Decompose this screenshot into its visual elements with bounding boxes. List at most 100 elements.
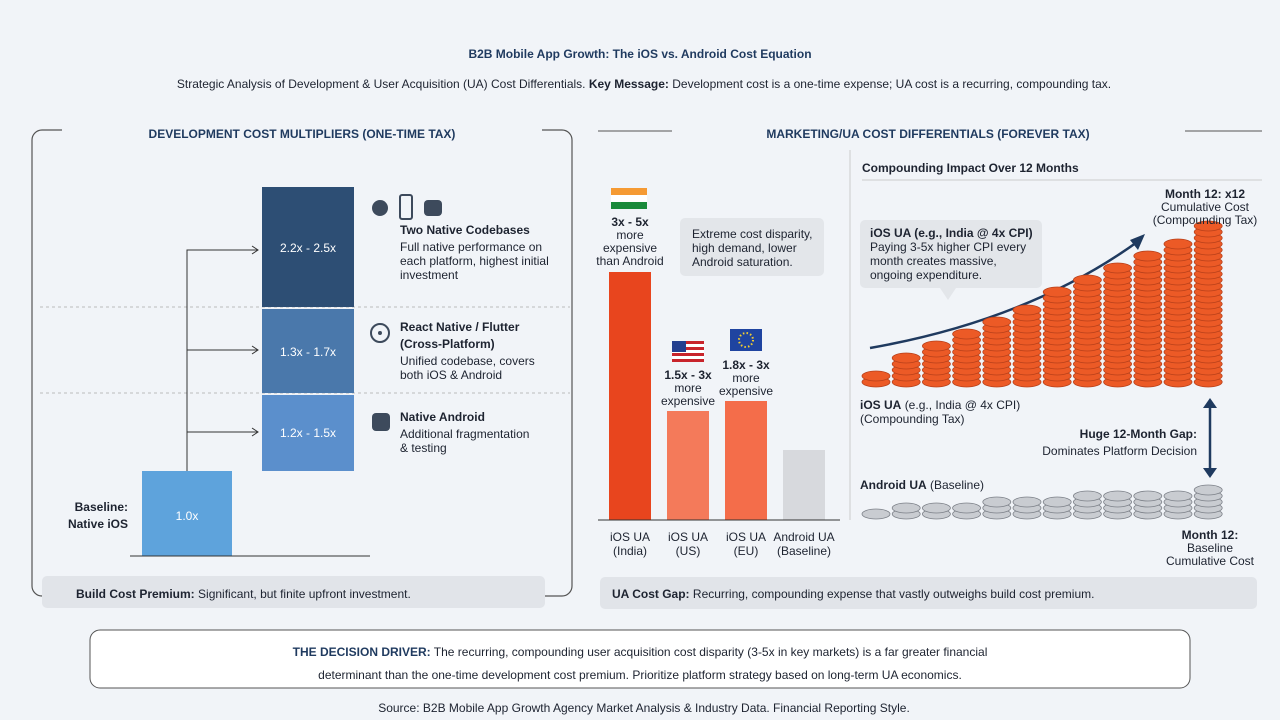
callout-text: ongoing expenditure. (870, 268, 982, 282)
baseline-bar (142, 471, 232, 556)
coin (1163, 238, 1193, 250)
text-part: THE DECISION DRIVER: (293, 645, 431, 659)
text-part: The recurring, compounding user acquisit… (434, 645, 988, 659)
coin (1042, 286, 1072, 298)
callout-text: Android saturation. (692, 255, 793, 269)
tier-bar (262, 395, 354, 471)
month-label: Cumulative Cost (1166, 554, 1255, 568)
coin (1133, 250, 1163, 262)
gap-label: Dominates Platform Decision (1042, 444, 1197, 458)
source: Source: B2B Mobile App Growth Agency Mar… (378, 701, 910, 715)
coin (891, 502, 921, 514)
month-label: Month 12: x12 (1165, 187, 1245, 201)
bar-note: expensive (603, 241, 657, 255)
decision-box (89, 629, 1191, 689)
coin (922, 340, 951, 352)
bar-note: more (674, 381, 702, 395)
callout-text: Paying 3-5x higher CPI every (870, 240, 1026, 254)
footer-box (600, 577, 1257, 609)
coin-stacks (861, 220, 1223, 520)
coin (952, 328, 981, 340)
callout-text: month creates massive, (870, 254, 997, 268)
multiplier: 1.3x - 1.7x (280, 345, 336, 359)
callout-text: iOS UA (e.g., India @ 4x CPI) (870, 226, 1033, 240)
footer-text: Build Cost Premium: Significant, but fin… (76, 587, 411, 601)
coin (1133, 490, 1163, 502)
tier-title: Native Android (400, 410, 485, 424)
text-part: Build Cost Premium: (76, 587, 195, 601)
bar-label: (Baseline) (777, 544, 831, 558)
bar-label: (EU) (734, 544, 759, 558)
bar-note: more (732, 371, 760, 385)
callout-box (680, 218, 824, 276)
coin (982, 496, 1012, 508)
coin (952, 502, 981, 514)
ua-bar (725, 401, 767, 520)
tier-title: (Cross-Platform) (400, 337, 495, 351)
bar-label: (US) (676, 544, 701, 558)
text-part: iOS UA (860, 398, 902, 412)
trend-arrow-head (1130, 234, 1145, 250)
decision-text: THE DECISION DRIVER: The recurring, comp… (293, 645, 988, 659)
icons (370, 194, 442, 431)
coin (861, 370, 891, 382)
text-part: (Baseline) (930, 478, 984, 492)
subtitle: Strategic Analysis of Development & User… (177, 77, 1111, 91)
coin (1012, 304, 1042, 316)
month-label: Month 12: (1182, 528, 1239, 542)
bar-note: expensive (719, 384, 773, 398)
bar-label: iOS UA (668, 530, 708, 544)
baseline-label: Native iOS (68, 517, 128, 531)
tier-desc: Full native performance on (400, 240, 542, 254)
text-part: (e.g., India @ 4x CPI) (905, 398, 1021, 412)
bar-note: 1.5x - 3x (664, 368, 712, 382)
multiplier: 1.0x (176, 509, 199, 523)
text-part: Recurring, compounding expense that vast… (693, 587, 1095, 601)
gap-arrow (1203, 398, 1217, 478)
bar-note: than Android (596, 254, 663, 268)
tier-title: Two Native Codebases (400, 223, 530, 237)
tier-desc: investment (400, 268, 459, 282)
ua-bar (609, 272, 651, 520)
section-title: Compounding Impact Over 12 Months (862, 161, 1079, 175)
coin (1103, 490, 1132, 502)
coin (1073, 274, 1102, 286)
text-part: UA Cost Gap: (612, 587, 690, 601)
tier-desc: both iOS & Android (400, 368, 502, 382)
bar-note: more (616, 228, 644, 242)
coin (1073, 490, 1102, 502)
decision-text: determinant than the one-time developmen… (318, 668, 962, 682)
title: B2B Mobile App Growth: The iOS vs. Andro… (468, 47, 811, 61)
bar-label: iOS UA (726, 530, 766, 544)
coin (1193, 220, 1223, 232)
text-part: Key Message: (589, 77, 669, 91)
coin (1042, 496, 1072, 508)
bar-label: (India) (613, 544, 647, 558)
coin (1193, 484, 1223, 496)
arrows (186, 245, 259, 471)
multiplier: 2.2x - 2.5x (280, 241, 336, 255)
series-label: iOS UA (e.g., India @ 4x CPI) (860, 398, 1020, 412)
tier-desc: Unified codebase, covers (400, 354, 535, 368)
tier-bar (262, 187, 354, 307)
text-part: Significant, but finite upfront investme… (198, 587, 411, 601)
bar-note: expensive (661, 394, 715, 408)
panel-title: DEVELOPMENT COST MULTIPLIERS (ONE-TIME T… (149, 127, 456, 141)
footer-box (42, 576, 545, 608)
tier-desc: & testing (400, 441, 447, 455)
tier-desc: each platform, highest initial (400, 254, 549, 268)
ua-bar (783, 450, 825, 520)
callout-text: Extreme cost disparity, (692, 227, 812, 241)
coin (922, 502, 951, 514)
multiplier: 1.2x - 1.5x (280, 426, 336, 440)
bar-label: Android UA (773, 530, 834, 544)
coin (982, 316, 1012, 328)
series-label: (Compounding Tax) (860, 412, 965, 426)
text-part: Development cost is a one-time expense; … (672, 77, 1111, 91)
bar-note: 3x - 5x (611, 215, 649, 229)
month-label: (Compounding Tax) (1153, 213, 1258, 227)
month-label: Cumulative Cost (1161, 200, 1250, 214)
